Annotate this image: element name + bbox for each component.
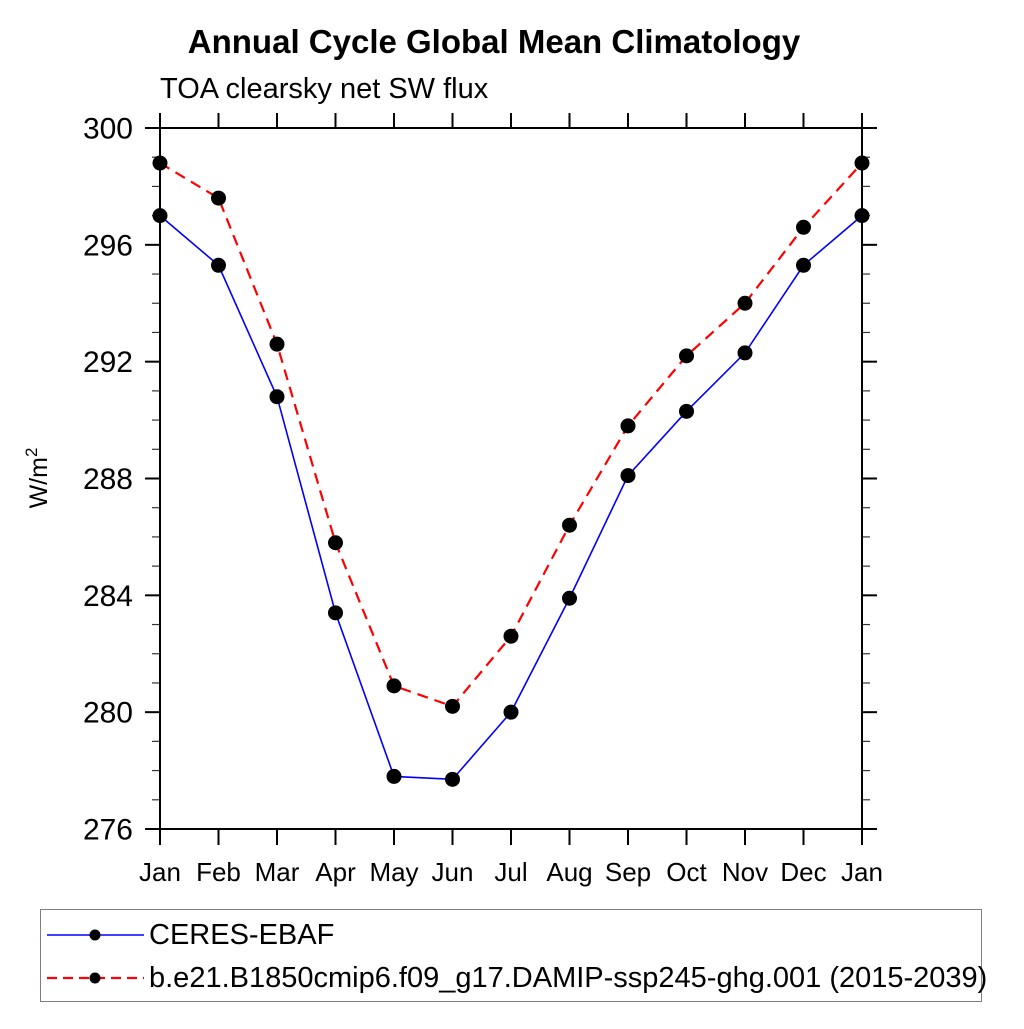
data-point-marker xyxy=(737,345,753,361)
x-tick-label: Jul xyxy=(494,857,527,887)
y-tick-label: 300 xyxy=(83,113,133,146)
legend-label-ceres-ebaf: CERES-EBAF xyxy=(149,919,335,951)
series-line-0 xyxy=(159,215,863,781)
y-tick-label: 296 xyxy=(83,229,133,262)
legend-item-ceres-ebaf: CERES-EBAF xyxy=(41,920,334,950)
data-point-marker xyxy=(620,468,636,484)
legend-dashed-line-marker xyxy=(47,972,144,984)
data-point-marker xyxy=(328,535,343,551)
data-point-marker xyxy=(445,698,460,714)
x-tick-label: Aug xyxy=(546,857,592,887)
data-point-marker xyxy=(269,389,285,405)
data-point-marker xyxy=(269,336,285,352)
data-point-marker xyxy=(386,678,402,694)
data-point-marker xyxy=(445,771,460,787)
legend-dot-icon xyxy=(89,929,101,941)
data-point-marker xyxy=(211,190,226,206)
data-series xyxy=(152,155,870,787)
y-tick-label: 284 xyxy=(83,580,133,613)
legend-item-model-run: b.e21.B1850cmip6.f09_g17.DAMIP-ssp245-gh… xyxy=(41,963,987,993)
y-tick-label: 292 xyxy=(83,346,133,379)
legend-label-model-run: b.e21.B1850cmip6.f09_g17.DAMIP-ssp245-gh… xyxy=(149,962,988,994)
y-tick-label: 280 xyxy=(83,697,133,730)
data-point-marker xyxy=(796,257,811,273)
data-point-marker xyxy=(679,348,694,364)
x-tick-label: Apr xyxy=(315,857,356,887)
x-tick-label: Sep xyxy=(605,857,651,887)
x-tick-label: Jan xyxy=(841,857,883,887)
data-point-marker xyxy=(737,295,753,311)
y-axis-label: W/m2 xyxy=(22,448,53,509)
data-point-marker xyxy=(562,590,577,606)
data-point-marker xyxy=(679,403,694,419)
data-point-marker xyxy=(854,155,870,171)
x-tick-label: Nov xyxy=(722,857,768,887)
legend-dot-icon xyxy=(89,972,101,984)
x-tick-label: Jun xyxy=(432,857,474,887)
data-point-marker xyxy=(152,155,168,171)
x-tick-label: Dec xyxy=(780,857,826,887)
legend-solid-line-marker xyxy=(47,929,144,941)
legend: CERES-EBAF b.e21.B1850cmip6.f09_g17.DAMI… xyxy=(40,909,987,1002)
data-point-marker xyxy=(152,208,168,224)
x-tick-label: Jan xyxy=(139,857,181,887)
x-tick-label: Mar xyxy=(255,857,300,887)
x-tick-label: May xyxy=(369,857,418,887)
data-point-marker xyxy=(620,418,636,434)
data-point-marker xyxy=(211,257,226,273)
x-tick-label: Oct xyxy=(666,857,707,887)
y-tick-label: 288 xyxy=(83,463,133,496)
series-line-1 xyxy=(159,162,863,708)
chart-title: Annual Cycle Global Mean Climatology xyxy=(188,23,801,60)
data-point-marker xyxy=(503,628,519,644)
data-point-marker xyxy=(328,605,343,621)
data-point-marker xyxy=(796,219,811,235)
data-point-marker xyxy=(503,704,519,720)
x-tick-label: Feb xyxy=(196,857,241,887)
data-point-marker xyxy=(386,768,402,784)
data-point-marker xyxy=(854,208,870,224)
chart-subtitle: TOA clearsky net SW flux xyxy=(160,73,489,105)
y-tick-label: 276 xyxy=(83,814,133,847)
data-point-marker xyxy=(562,517,577,533)
